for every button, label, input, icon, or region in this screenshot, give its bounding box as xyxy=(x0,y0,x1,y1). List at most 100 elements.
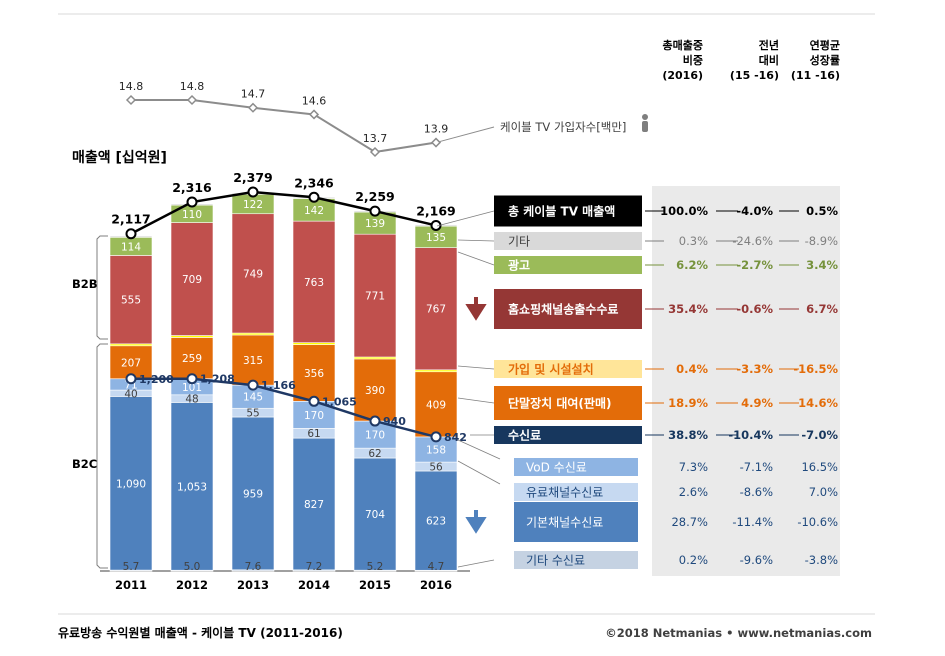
row-share: 0.4% xyxy=(676,362,708,376)
bar-homeshop xyxy=(231,213,275,334)
person-icon xyxy=(642,114,648,132)
receiving-fee-label: 1,208 xyxy=(200,373,235,386)
bar-homeshop xyxy=(414,247,458,371)
bar-value-label: 1,053 xyxy=(177,481,207,493)
row-yoy: -8.6% xyxy=(740,485,773,499)
row-cagr: -7.0% xyxy=(801,428,838,442)
x-tick-label: 2014 xyxy=(298,578,330,592)
row-cagr: -3.8% xyxy=(805,553,838,567)
bar-value-label: 114 xyxy=(121,241,141,253)
row-label-box xyxy=(494,195,642,227)
subscribers-value-label: 14.6 xyxy=(302,94,327,107)
total-value-label: 2,346 xyxy=(294,175,334,190)
total-point xyxy=(186,196,198,208)
group-label-b2b: B2B xyxy=(72,277,98,291)
receiving-fee-point xyxy=(430,431,442,443)
row-cagr: 6.7% xyxy=(806,302,838,316)
row-label: 기타 수신료 xyxy=(526,554,585,568)
chart-title: 매출액 [십억원] xyxy=(72,149,167,166)
row-label-box xyxy=(494,256,642,274)
table-header: 대비 xyxy=(759,53,779,67)
bar-value-label: 142 xyxy=(304,205,324,217)
row-cagr: -16.5% xyxy=(793,362,838,376)
row-share: 6.2% xyxy=(676,258,708,272)
row-yoy: -7.1% xyxy=(740,460,773,474)
row-cagr: -10.6% xyxy=(797,515,838,529)
bar-value-label: 122 xyxy=(243,199,263,211)
x-tick-label: 2015 xyxy=(359,578,391,592)
bar-value-label: 40 xyxy=(124,388,137,400)
row-share: 2.6% xyxy=(679,485,708,499)
table-row: 기본채널수신료 28.7% -11.4% -10.6% xyxy=(465,502,838,542)
bar-value-label: 763 xyxy=(304,277,324,289)
connector-line xyxy=(457,460,501,485)
connector-line xyxy=(457,559,495,568)
table-row: 수신료 38.8% -10.4% -7.0% xyxy=(494,426,838,444)
subscribers-leader xyxy=(435,126,495,144)
row-yoy: -24.6% xyxy=(732,234,773,248)
row-label: 단말장치 대여(판매) xyxy=(508,396,611,411)
bar-basic xyxy=(292,437,336,571)
row-share: 0.3% xyxy=(679,234,708,248)
row-label-box xyxy=(514,502,638,542)
row-share: 0.2% xyxy=(679,553,708,567)
bar-value-label: 4.7 xyxy=(428,561,445,573)
row-yoy: -9.6% xyxy=(740,553,773,567)
row-label: VoD 수신료 xyxy=(526,461,587,475)
x-tick-label: 2013 xyxy=(237,578,269,592)
x-tick-label: 2011 xyxy=(115,578,147,592)
total-point xyxy=(247,186,259,198)
bar-value-label: 145 xyxy=(243,392,263,404)
subscribers-value-label: 13.7 xyxy=(363,132,388,145)
bar-homeshop xyxy=(170,222,214,336)
row-label: 기타 xyxy=(508,235,530,249)
row-cagr: 3.4% xyxy=(806,258,838,272)
bar-value-label: 959 xyxy=(243,488,263,500)
bar-basic xyxy=(414,470,458,571)
subscribers-value-label: 13.9 xyxy=(424,123,449,136)
row-label-box xyxy=(514,551,638,569)
table-row: 홈쇼핑채널송출수수료 35.4% -0.6% 6.7% xyxy=(465,289,838,329)
receiving-fee-line xyxy=(130,377,437,439)
row-yoy: -10.4% xyxy=(728,428,773,442)
receiving-fee-label: 940 xyxy=(383,415,406,428)
table-header: (2016) xyxy=(662,69,703,82)
receiving-fee-point xyxy=(308,395,320,407)
bar-value-label: 827 xyxy=(304,499,324,511)
subscribers-point xyxy=(247,102,259,113)
table-header: 비중 xyxy=(683,53,703,67)
total-point xyxy=(125,228,137,240)
row-share: 18.9% xyxy=(668,396,708,410)
bar-layer: 2011 2012 2013 2014 2015 20165.71,09040712075… xyxy=(100,192,470,592)
subscribers-point xyxy=(308,109,320,120)
table-row: 가입 및 시설설치 0.4% -3.3% -16.5% xyxy=(494,360,838,378)
total-point xyxy=(308,191,320,203)
row-yoy: -0.6% xyxy=(736,302,773,316)
down-arrow-icon xyxy=(465,297,487,321)
receiving-fee-label: 1,166 xyxy=(261,379,296,392)
bar-value-label: 1,090 xyxy=(116,478,146,490)
row-share: 35.4% xyxy=(668,302,708,316)
total-value-label: 2,169 xyxy=(416,203,456,218)
bar-value-label: 61 xyxy=(307,428,320,440)
table-row: 총 케이블 TV 매출액 100.0% -4.0% 0.5% xyxy=(494,195,838,227)
table-panel xyxy=(652,186,840,576)
connector-line xyxy=(436,210,495,227)
row-cagr: 0.5% xyxy=(806,204,838,218)
table-header: 연평균 xyxy=(810,38,840,52)
receiving-fee-label: 1,065 xyxy=(322,395,357,408)
row-yoy: 4.9% xyxy=(741,396,773,410)
bar-basic xyxy=(353,457,397,571)
receiving-fee-point xyxy=(186,373,198,385)
bar-value-label: 390 xyxy=(365,385,385,397)
table-header: (15 -16) xyxy=(730,69,779,82)
row-yoy: -4.0% xyxy=(736,204,773,218)
table-row: 기타 0.3% -24.6% -8.9% xyxy=(494,232,838,250)
bar-value-label: 56 xyxy=(429,462,443,474)
subscribers-line xyxy=(131,99,437,154)
bar-value-label: 409 xyxy=(426,399,446,411)
table-header: 전년 xyxy=(759,38,779,52)
